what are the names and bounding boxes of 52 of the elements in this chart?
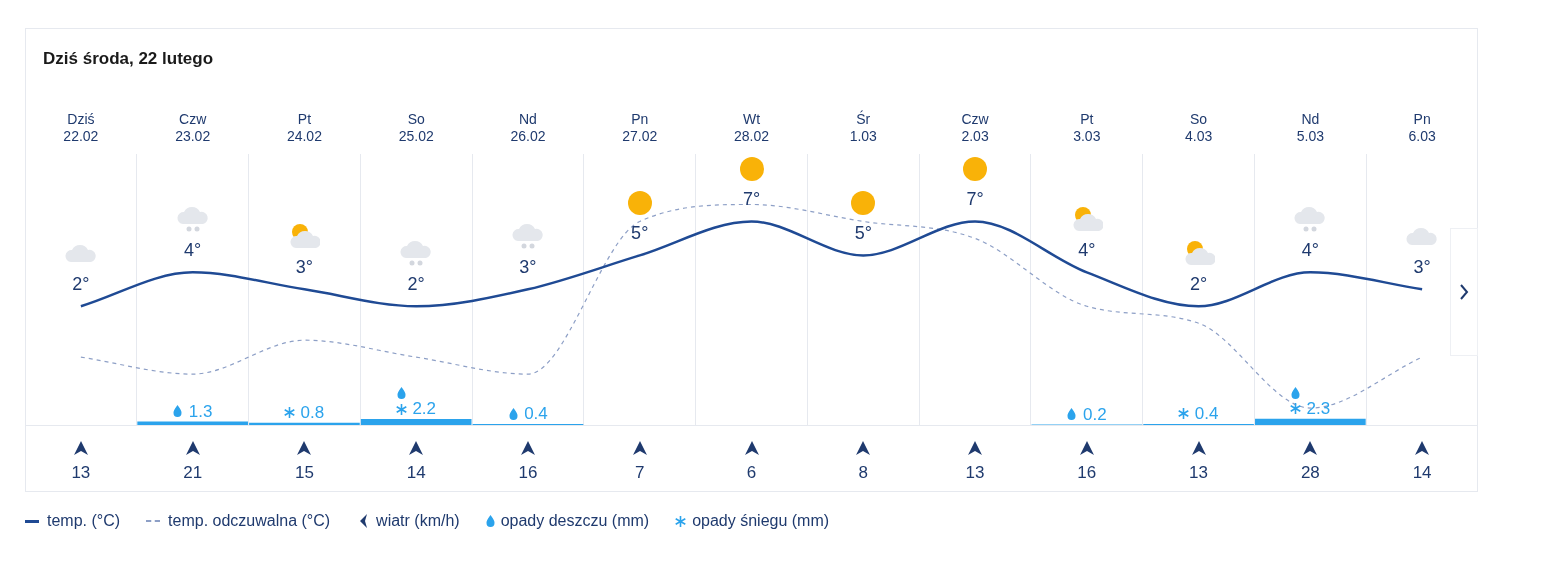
data-label: 0.4 [1194,404,1219,424]
data-label: 13 [1188,463,1209,483]
data-label: 3° [295,257,314,278]
data-label: 21 [182,463,204,483]
legend-label: temp. (°C) [47,512,121,530]
data-label: 14 [1411,463,1433,483]
data-label: 8 [857,463,869,483]
data-label: 5° [854,223,872,244]
x-tick-label: Czw 2.03 [961,111,990,145]
legend-label: wiatr (km/h) [376,512,460,530]
data-label: 15 [293,463,315,483]
x-tick-label: Nd 26.02 [510,111,546,145]
x-tick-label: Nd 5.03 [1296,111,1325,145]
chart-title: Dziś środa, 22 lutego [43,49,214,69]
data-label: 14 [405,463,427,483]
data-label: 2° [407,274,425,295]
data-label: 2° [72,274,90,295]
data-label: 6 [745,463,758,483]
data-label: 4° [1078,240,1096,261]
data-label: 2° [1189,274,1208,295]
data-label: 0.4 [524,404,548,424]
x-tick-label: So 25.02 [398,111,434,145]
data-label: 0.8 [300,403,325,423]
x-tick-label: Pn 27.02 [622,111,658,145]
x-tick-label: Śr 1.03 [849,110,878,145]
data-label: 2.3 [1306,398,1331,418]
data-label: 7° [966,189,984,210]
data-label: 2.2 [412,399,437,419]
data-label: 0.2 [1082,404,1107,424]
x-tick-label: Pt 24.02 [286,111,323,145]
data-label: 4° [184,240,202,261]
data-label: 5° [631,223,649,244]
data-label: 4° [1301,240,1319,261]
legend-label: opady śniegu (mm) [692,512,830,530]
data-label: 1.3 [188,401,213,421]
data-label: 3° [1413,257,1431,278]
x-tick-label: Czw 23.02 [175,111,211,145]
x-tick-label: Pt 3.03 [1073,111,1101,145]
data-label: 16 [517,463,539,483]
legend-label: temp. odczuwalna (°C) [168,512,331,530]
legend-label: opady deszczu (mm) [500,512,650,530]
x-tick-label: So 4.03 [1184,111,1213,145]
x-tick-label: Wt 28.02 [733,111,770,145]
data-label: 13 [964,463,986,483]
data-label: 28 [1299,463,1321,483]
data-label: 13 [70,463,92,483]
data-label: 7° [742,189,761,210]
data-label: 16 [1076,463,1098,483]
x-tick-label: Dziś 22.02 [63,111,99,145]
data-label: 7 [634,463,646,483]
x-tick-label: Pn 6.03 [1408,111,1436,145]
data-label: 3° [519,257,537,278]
